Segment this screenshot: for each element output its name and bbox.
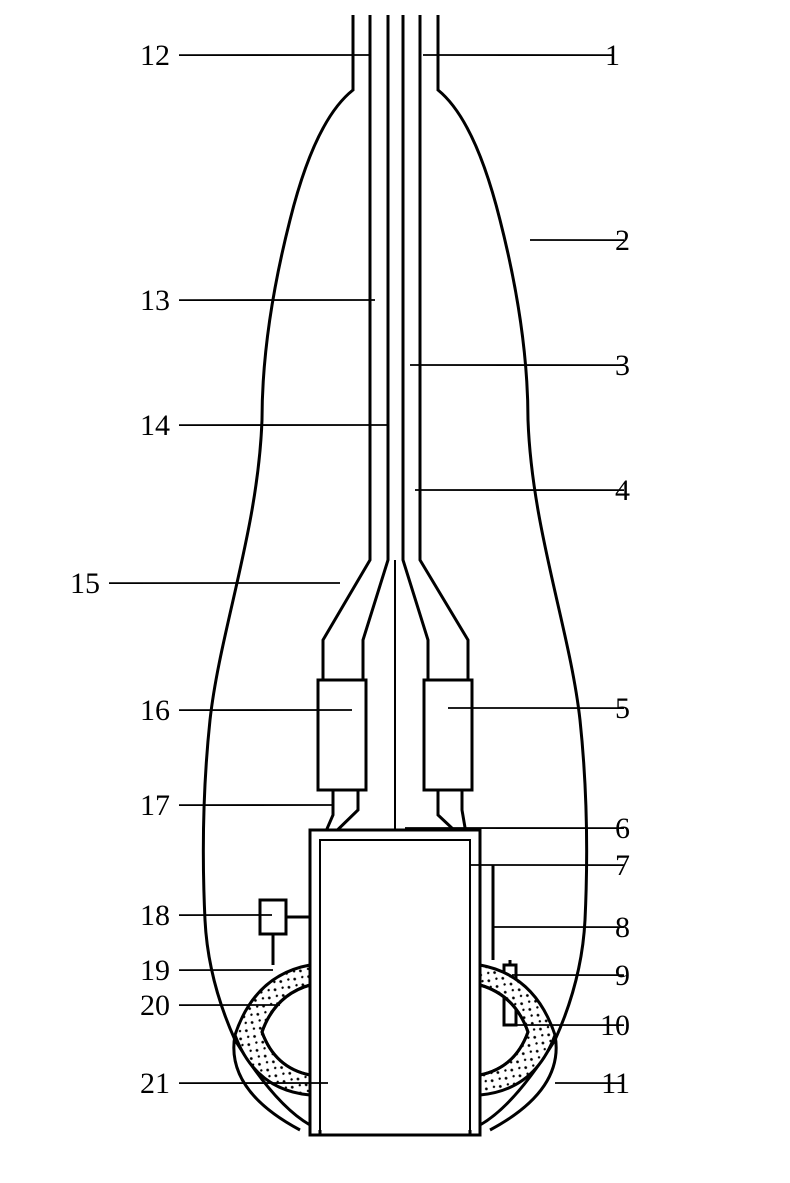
box-16: [318, 680, 366, 790]
label-12: 12: [140, 39, 170, 72]
label-17: 17: [140, 789, 170, 822]
label-3: 3: [615, 349, 630, 382]
label-19: 19: [140, 954, 170, 987]
label-21: 21: [140, 1067, 170, 1100]
label-16: 16: [140, 694, 170, 727]
label-8: 8: [615, 911, 630, 944]
label-2: 2: [615, 224, 630, 257]
label-6: 6: [615, 812, 630, 845]
label-10: 10: [600, 1009, 630, 1042]
box-5: [424, 680, 472, 790]
label-7: 7: [615, 849, 630, 882]
lower-block: [310, 830, 480, 1135]
label-15: 15: [70, 567, 100, 600]
technical-diagram: 1 12 2 13 3 14 4 15 16 5 17 6 7 18 8 19 9 20 10 21 11: [0, 0, 790, 1183]
label-1: 1: [605, 39, 620, 72]
label-9: 9: [615, 959, 630, 992]
label-20: 20: [140, 989, 170, 1022]
label-18: 18: [140, 899, 170, 932]
label-11: 11: [601, 1067, 630, 1100]
label-4: 4: [615, 474, 630, 507]
label-5: 5: [615, 692, 630, 725]
label-14: 14: [140, 409, 170, 442]
label-13: 13: [140, 284, 170, 317]
component-18: [260, 900, 310, 965]
